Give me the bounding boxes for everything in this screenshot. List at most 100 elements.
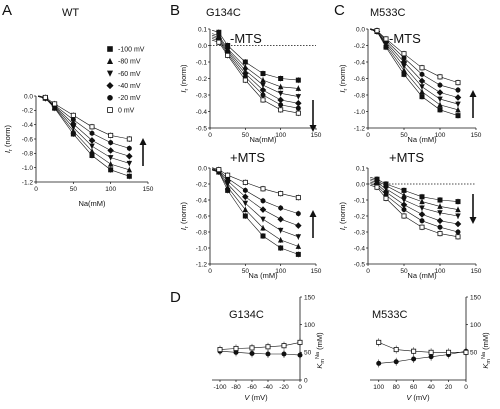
data-point xyxy=(376,360,382,366)
data-point xyxy=(436,89,444,96)
series-fit-line xyxy=(212,38,299,109)
data-point xyxy=(242,59,248,65)
legend-marker xyxy=(106,82,114,90)
y-tick-label: -1.2 xyxy=(22,179,34,186)
y-tick-label: 0.0 xyxy=(198,165,207,172)
y-tick-label: -0.4 xyxy=(354,245,366,252)
y-axis-label: Ir (norm) xyxy=(338,201,349,230)
y-tick-label: -0.2 xyxy=(196,76,208,83)
series-fit-line xyxy=(38,95,130,140)
data-point xyxy=(419,218,425,224)
chart-d-left: -100 -80 -60 -40 -20 00 50 100 150 G134C V (mV) KmN… xyxy=(212,294,326,402)
series-fit-line xyxy=(370,183,459,233)
chart-a: 0 50 100 150 0.0 -0.2 -0.4 -0.6 -0.8 -1.0 -1.2 WT Na… xyxy=(3,7,154,208)
data-point xyxy=(242,213,248,219)
mts-annotation: -MTS xyxy=(389,31,421,46)
data-point xyxy=(419,94,425,100)
data-point xyxy=(216,167,222,173)
series-fit-line xyxy=(212,168,299,214)
trend-arrow-head xyxy=(469,90,477,97)
y-tick-label: 0.1 xyxy=(356,165,365,172)
data-point xyxy=(418,77,426,85)
y-tick-label: -1.0 xyxy=(354,109,366,116)
data-point xyxy=(437,82,443,88)
data-point xyxy=(455,80,461,86)
x-axis-label: Na (mM) xyxy=(407,271,437,280)
y-tick-label: -0.3 xyxy=(354,229,366,236)
x-tick-label: 150 xyxy=(471,132,482,139)
data-point xyxy=(108,140,114,146)
data-point xyxy=(374,184,380,190)
chart-d-right: 100 80 60 40 20 0 50 100 150 M533C V (mV) KmNa (mM) xyxy=(370,294,492,402)
y-axis-label: Ir (norm) xyxy=(338,64,349,93)
legend-marker xyxy=(107,107,113,113)
y-tick-label: -1.2 xyxy=(196,261,208,268)
data-point xyxy=(401,213,407,219)
x-tick-label: 50 xyxy=(242,132,250,139)
data-point xyxy=(455,87,461,93)
y-tick-label: -0.6 xyxy=(22,136,34,143)
panel-title: M533C xyxy=(370,7,406,19)
data-point xyxy=(295,251,301,257)
data-point xyxy=(455,113,461,119)
data-point xyxy=(295,243,302,249)
y-tick-label: -1.2 xyxy=(354,125,366,132)
data-point xyxy=(295,105,301,111)
data-point xyxy=(278,245,284,251)
data-point xyxy=(242,179,248,185)
series--mts xyxy=(376,347,469,368)
data-point xyxy=(419,71,425,77)
data-point xyxy=(89,143,95,150)
data-point xyxy=(436,217,444,225)
data-point xyxy=(260,225,266,231)
x-axis-label: Na(mM) xyxy=(78,199,106,208)
series-fit-line xyxy=(212,169,299,226)
x-tick-label: -20 xyxy=(279,384,289,391)
x-tick-label: -100 xyxy=(213,384,226,391)
series-fit-line xyxy=(370,180,459,217)
legend-label: -60 mV xyxy=(118,71,141,78)
data-point xyxy=(419,205,425,211)
legend-label: -20 mV xyxy=(118,95,141,102)
data-point xyxy=(260,216,266,223)
y-tick-label: -0.4 xyxy=(354,59,366,66)
data-point xyxy=(260,186,266,192)
y-tick-label: -1.0 xyxy=(196,245,208,252)
x-tick-label: 0 xyxy=(366,132,370,139)
data-point xyxy=(126,136,132,142)
data-point xyxy=(295,94,302,100)
y-axis-label: KmNa (mM) xyxy=(315,332,326,369)
data-point xyxy=(42,94,48,100)
data-point xyxy=(401,187,407,193)
series-0mv xyxy=(212,166,301,201)
data-point xyxy=(455,234,461,240)
x-tick-label: 40 xyxy=(427,384,435,391)
series-fit-line xyxy=(370,181,459,225)
charts: 0 50 100 150 0.0 -0.2 -0.4 -0.6 -0.8 -1.0 -1.2 WT Na… xyxy=(3,7,492,402)
data-point xyxy=(278,191,284,197)
data-point xyxy=(278,205,284,211)
data-point xyxy=(89,130,95,136)
data-point xyxy=(428,349,434,355)
x-tick-label: 50 xyxy=(400,268,408,275)
data-point xyxy=(265,344,271,350)
series-0mv xyxy=(370,184,461,240)
data-point xyxy=(108,167,114,173)
data-point xyxy=(419,65,425,71)
data-point xyxy=(437,224,443,230)
panel-title: G134C xyxy=(229,309,264,321)
x-tick-label: 150 xyxy=(471,268,482,275)
y-axis-label: KmNa (mM) xyxy=(481,332,492,369)
data-point xyxy=(260,92,266,98)
legend-label: 0 mV xyxy=(118,107,135,114)
y-tick-label: 0 xyxy=(304,377,308,384)
data-point xyxy=(242,206,249,213)
data-point xyxy=(52,101,58,107)
x-tick-label: 150 xyxy=(143,186,154,193)
data-point xyxy=(225,52,231,58)
x-tick-label: 50 xyxy=(400,132,408,139)
data-point xyxy=(88,137,96,144)
y-tick-label: 0.0 xyxy=(356,26,365,33)
data-point xyxy=(126,152,133,160)
trend-arrow-head xyxy=(309,125,317,132)
